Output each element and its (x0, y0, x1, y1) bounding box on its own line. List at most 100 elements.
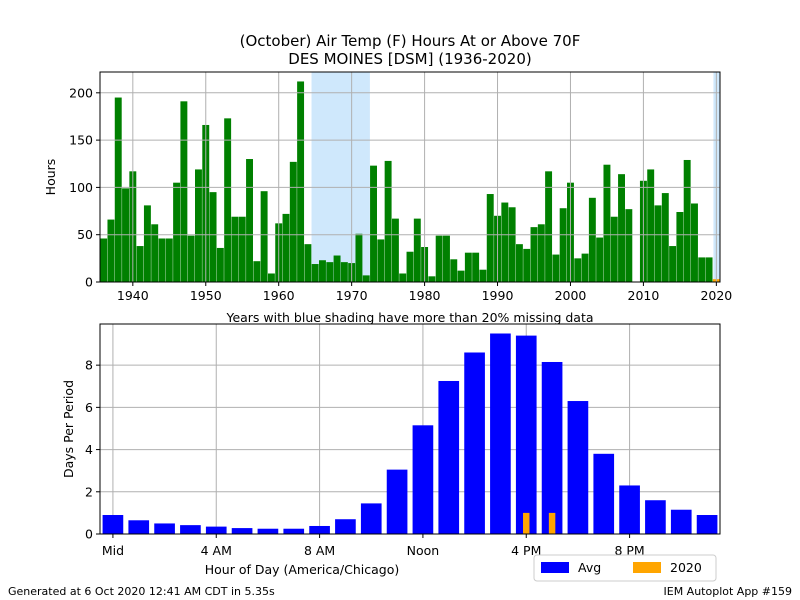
y-tick-label: 100 (69, 180, 93, 195)
year-bar (311, 264, 319, 282)
year-bar (691, 203, 698, 282)
year-bar (413, 218, 421, 282)
avg-bar (567, 401, 589, 534)
year-bar (143, 205, 151, 282)
year-bar (508, 207, 516, 282)
year-bar (158, 238, 166, 282)
y-tick-label: 50 (77, 227, 93, 242)
x-tick-label: 1960 (263, 288, 295, 303)
year-bar (545, 171, 553, 282)
year-bar (216, 247, 224, 282)
year-bar (195, 169, 202, 282)
year-bar (574, 258, 582, 282)
footer-generated-note: Generated at 6 Oct 2020 12:41 AM CDT in … (8, 585, 275, 598)
year-bar (246, 159, 253, 282)
year-bar (187, 235, 195, 282)
avg-bar (360, 503, 382, 534)
avg-bar (541, 361, 563, 534)
year-bar (282, 213, 290, 282)
avg-bar (257, 528, 279, 534)
avg-bar (128, 520, 150, 534)
year-bar (450, 259, 458, 282)
year-bar (472, 252, 480, 282)
avg-bar (645, 500, 666, 534)
y-tick-label: 200 (69, 85, 93, 100)
y-axis-label: Days Per Period (61, 380, 76, 478)
x-tick-label: 2020 (700, 288, 732, 303)
x-axis-label: Hour of Day (America/Chicago) (205, 562, 400, 577)
avg-bar (231, 528, 253, 534)
current-year-bar (523, 512, 530, 534)
year-bar (340, 262, 348, 282)
year-bar (501, 202, 509, 282)
avg-bar (593, 453, 615, 534)
avg-bar (490, 333, 511, 534)
current-year-bar (548, 512, 556, 534)
x-tick-label: 2010 (628, 288, 660, 303)
legend-swatch-2020 (633, 562, 661, 573)
plot-frame (99, 71, 721, 283)
x-tick-label: 1990 (482, 288, 514, 303)
year-bar (391, 218, 399, 282)
x-tick-label: 2000 (555, 288, 587, 303)
hourly-days-chart: Mid 4 AM 8 AM Noon 4 PM 8 PM 0 2 4 6 8 Hour of Day … (61, 323, 721, 577)
year-bar (443, 235, 450, 282)
year-bar (683, 159, 691, 282)
avg-bar (205, 526, 227, 534)
year-bar (136, 246, 144, 282)
year-bar (165, 238, 173, 282)
year-bar (377, 239, 385, 282)
avg-bar (464, 352, 485, 534)
x-tick-label: 1950 (190, 288, 222, 303)
y-axis-label: Hours (43, 159, 58, 196)
avg-bar (180, 525, 201, 534)
x-tick-label: 1980 (409, 288, 441, 303)
year-bar (581, 253, 589, 282)
year-bar (464, 252, 472, 282)
legend-label-2020: 2020 (670, 560, 702, 575)
yearly-hours-chart: 1940 1950 1960 1970 1980 1990 2000 2010 2020 0 50 1… (43, 71, 732, 325)
year-bar (319, 260, 326, 282)
avg-bar (154, 523, 175, 534)
x-tick-label: Mid (102, 543, 124, 558)
avg-bar (335, 519, 356, 534)
year-bar (486, 194, 494, 282)
year-bar (647, 169, 655, 282)
year-bar (435, 235, 443, 282)
avg-bar (696, 515, 718, 534)
year-bar (428, 276, 436, 282)
year-bar (705, 257, 713, 282)
plot-frame (99, 323, 721, 535)
legend-frame (533, 554, 717, 582)
legend-swatch-avg (541, 562, 569, 573)
year-bar (552, 254, 560, 282)
chart-title-line2: DES MOINES [DSM] (1936-2020) (288, 50, 531, 68)
avg-bar (515, 335, 537, 534)
avg-bar (619, 485, 640, 534)
avg-bar (386, 469, 408, 534)
year-bar (114, 97, 122, 282)
x-tick-label: 1940 (117, 288, 149, 303)
year-bar (107, 219, 115, 282)
year-bar (559, 208, 567, 282)
year-bar (267, 273, 275, 282)
year-bar (596, 237, 604, 282)
year-bar (326, 262, 334, 282)
year-bar (588, 197, 596, 282)
chart-title-line1: (October) Air Temp (F) Hours At or Above… (240, 32, 581, 50)
year-bar (100, 238, 108, 282)
year-bar (669, 246, 677, 282)
year-bar (224, 118, 232, 282)
year-bar (399, 273, 407, 282)
y-tick-label: 150 (69, 133, 93, 148)
x-tick-label: 8 PM (614, 543, 644, 558)
legend-label-avg: Avg (578, 560, 601, 575)
year-bar (173, 182, 181, 282)
year-bar (370, 165, 377, 282)
avg-bar (438, 380, 460, 534)
x-tick-label: 8 AM (304, 543, 335, 558)
x-axis-label: Years with blue shading have more than 2… (225, 310, 593, 325)
x-tick-label: 4 PM (511, 543, 541, 558)
year-bar (698, 257, 706, 282)
year-bar (238, 216, 246, 282)
